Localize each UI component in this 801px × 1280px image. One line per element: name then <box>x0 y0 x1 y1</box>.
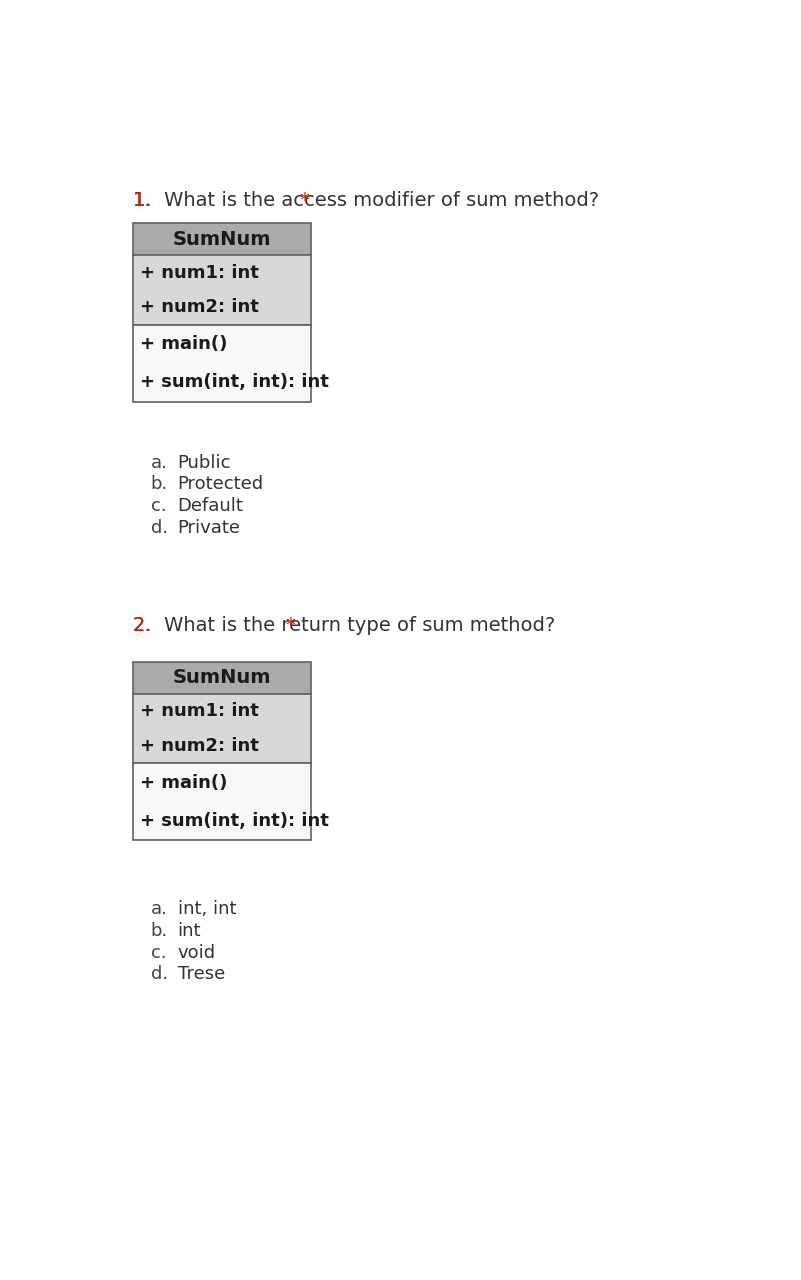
Text: + num2: int: + num2: int <box>140 737 260 755</box>
Text: SumNum: SumNum <box>172 668 271 687</box>
Text: *: * <box>285 616 295 635</box>
Text: c.: c. <box>151 497 166 515</box>
Text: Private: Private <box>178 518 240 536</box>
Text: + main(): + main() <box>140 335 227 353</box>
Text: 2.: 2. <box>133 616 151 635</box>
Bar <box>133 763 311 841</box>
Bar <box>133 255 311 325</box>
Text: Public: Public <box>178 454 231 472</box>
Text: SumNum: SumNum <box>172 229 271 248</box>
Text: + num1: int: + num1: int <box>140 703 260 721</box>
Bar <box>133 694 311 763</box>
Text: Protected: Protected <box>178 475 264 494</box>
Text: + num2: int: + num2: int <box>140 298 260 316</box>
Bar <box>133 662 311 694</box>
Text: void: void <box>178 943 215 961</box>
Bar <box>133 223 311 255</box>
Bar <box>133 325 311 402</box>
Text: c.: c. <box>151 943 166 961</box>
Text: b.: b. <box>151 922 167 940</box>
Text: 1.: 1. <box>133 191 151 210</box>
Text: 2.  What is the return type of sum method?: 2. What is the return type of sum method… <box>133 616 555 635</box>
Text: 1.: 1. <box>133 191 151 210</box>
Text: a.: a. <box>151 901 167 919</box>
Text: Trese: Trese <box>178 965 225 983</box>
Text: b.: b. <box>151 475 167 494</box>
Text: int, int: int, int <box>178 901 236 919</box>
Text: *: * <box>300 191 309 210</box>
Text: + main(): + main() <box>140 773 227 792</box>
Text: int: int <box>178 922 201 940</box>
Text: 1.  What is the access modifier of sum method?: 1. What is the access modifier of sum me… <box>133 191 599 210</box>
Text: + sum(int, int): int: + sum(int, int): int <box>140 374 329 392</box>
Text: d.: d. <box>151 965 167 983</box>
Text: + sum(int, int): int: + sum(int, int): int <box>140 813 329 831</box>
Text: + num1: int: + num1: int <box>140 264 260 282</box>
Text: Default: Default <box>178 497 244 515</box>
Text: d.: d. <box>151 518 167 536</box>
Text: a.: a. <box>151 454 167 472</box>
